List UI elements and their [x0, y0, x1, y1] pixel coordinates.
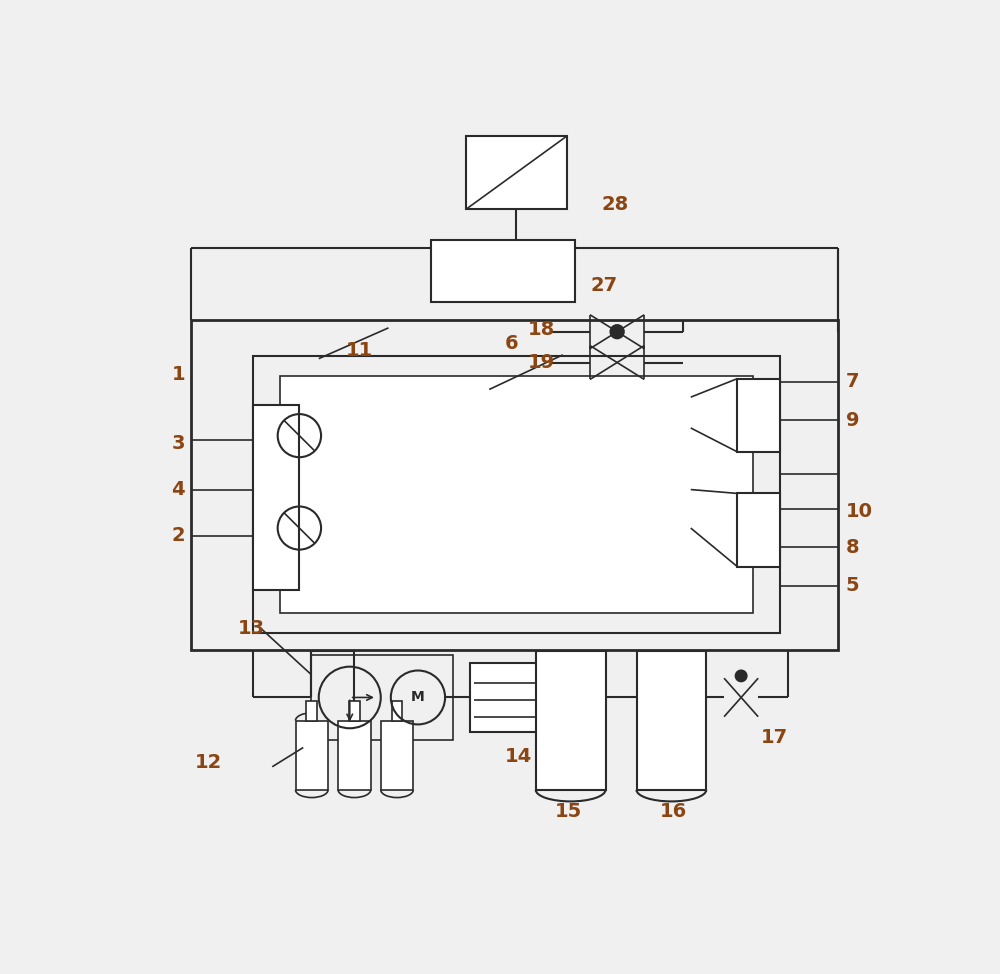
Bar — [311, 656, 453, 740]
Bar — [737, 494, 780, 567]
Text: 16: 16 — [660, 802, 687, 821]
Bar — [253, 356, 780, 633]
Bar — [191, 320, 838, 651]
Circle shape — [736, 670, 747, 681]
Text: 1: 1 — [172, 364, 185, 384]
Bar — [349, 701, 360, 721]
Text: 12: 12 — [195, 754, 222, 772]
Bar — [338, 721, 371, 790]
Text: 3: 3 — [172, 433, 185, 453]
Text: 13: 13 — [237, 618, 264, 638]
Circle shape — [610, 324, 624, 339]
Text: 11: 11 — [346, 342, 373, 360]
Bar — [381, 721, 413, 790]
Text: 19: 19 — [528, 353, 555, 372]
Text: 5: 5 — [846, 577, 859, 595]
Bar — [280, 376, 753, 613]
Text: 4: 4 — [172, 480, 185, 499]
Text: 10: 10 — [846, 502, 873, 521]
Text: M: M — [411, 691, 425, 704]
Text: 7: 7 — [846, 372, 859, 392]
Text: 18: 18 — [528, 319, 555, 339]
Text: 9: 9 — [846, 411, 859, 430]
Bar — [431, 240, 574, 302]
Text: 8: 8 — [846, 538, 859, 557]
Bar — [536, 652, 606, 790]
Text: 6: 6 — [505, 334, 518, 353]
Text: 17: 17 — [761, 728, 788, 747]
Text: 2: 2 — [172, 526, 185, 545]
Text: 28: 28 — [602, 195, 629, 214]
Text: 14: 14 — [505, 747, 532, 767]
Text: 27: 27 — [590, 276, 617, 295]
Bar — [306, 701, 317, 721]
Bar — [466, 136, 567, 209]
Text: 15: 15 — [555, 802, 582, 821]
Bar — [392, 701, 402, 721]
Bar — [253, 405, 299, 589]
Bar — [470, 663, 540, 732]
Bar — [637, 652, 706, 790]
Bar — [737, 379, 780, 452]
Bar — [296, 721, 328, 790]
